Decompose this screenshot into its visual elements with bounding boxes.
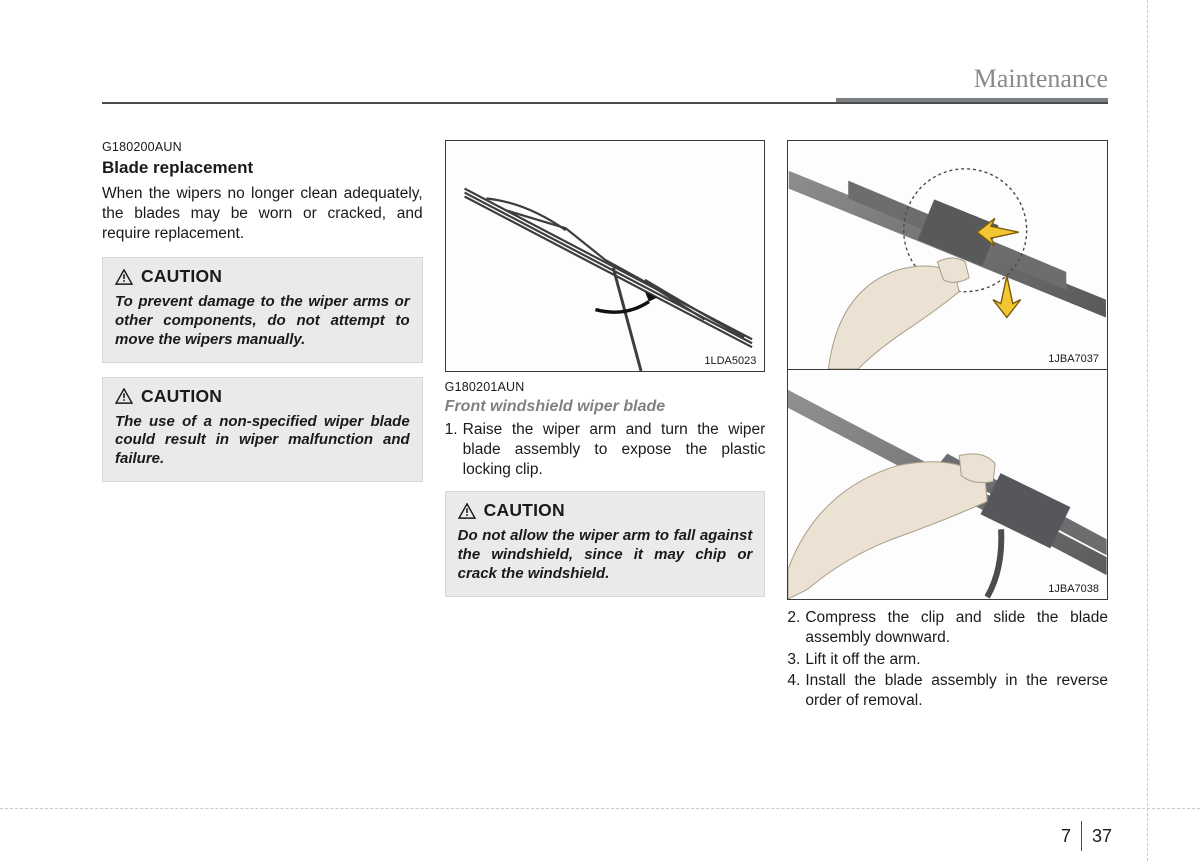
topic-code: G180201AUN xyxy=(445,380,766,394)
caution-box: CAUTION The use of a non-specified wiper… xyxy=(102,377,423,482)
topic-code: G180200AUN xyxy=(102,140,423,154)
warning-icon xyxy=(458,503,476,519)
warning-icon xyxy=(115,269,133,285)
step-text: Raise the wiper arm and turn the wiper b… xyxy=(463,420,766,479)
caution-label: CAUTION xyxy=(141,386,222,407)
step-list: 2. Compress the clip and slide the blade… xyxy=(787,608,1108,711)
figure-clip-compress: 1JBA7037 xyxy=(787,140,1108,370)
caution-heading: CAUTION xyxy=(115,386,410,407)
figure-blade-remove: 1JBA7038 xyxy=(787,370,1108,600)
list-item: 2. Compress the clip and slide the blade… xyxy=(787,608,1108,648)
chapter-number: 7 xyxy=(1061,826,1071,847)
subsection-title: Front windshield wiper blade xyxy=(445,398,766,416)
page-number: 7 37 xyxy=(1061,821,1112,851)
caution-text: To prevent damage to the wiper arms or o… xyxy=(115,293,410,349)
step-list: 1. Raise the wiper arm and turn the wipe… xyxy=(445,420,766,479)
intro-text: When the wipers no longer clean ade­quat… xyxy=(102,184,423,243)
list-item: 1. Raise the wiper arm and turn the wipe… xyxy=(445,420,766,479)
caution-label: CAUTION xyxy=(141,266,222,287)
step-text: Install the blade assembly in the revers… xyxy=(805,671,1108,711)
crop-guide-horizontal xyxy=(0,808,1200,809)
section-title: Maintenance xyxy=(974,64,1108,94)
topic-title: Blade replacement xyxy=(102,158,423,178)
header-rule xyxy=(102,102,1108,104)
column-middle: 1LDA5023 G180201AUN Front windshield wip… xyxy=(445,140,766,713)
figure-code: 1LDA5023 xyxy=(702,355,758,367)
caution-heading: CAUTION xyxy=(458,500,753,521)
step-number: 2. xyxy=(787,608,805,648)
caution-heading: CAUTION xyxy=(115,266,410,287)
caution-box: CAUTION To prevent damage to the wiper a… xyxy=(102,257,423,362)
column-left: G180200AUN Blade replacement When the wi… xyxy=(102,140,423,713)
step-number: 3. xyxy=(787,650,805,670)
step-number: 1. xyxy=(445,420,463,479)
figure-stack: 1JBA7037 xyxy=(787,140,1108,600)
figure-code: 1JBA7038 xyxy=(1046,583,1101,595)
figure-code: 1JBA7037 xyxy=(1046,353,1101,365)
list-item: 3. Lift it off the arm. xyxy=(787,650,1108,670)
page-index: 37 xyxy=(1092,826,1112,847)
page-separator xyxy=(1081,821,1082,851)
page-header: Maintenance xyxy=(102,64,1108,112)
crop-guide-vertical xyxy=(1147,0,1148,861)
caution-label: CAUTION xyxy=(484,500,565,521)
caution-text: Do not allow the wiper arm to fall again… xyxy=(458,527,753,583)
figure-wiper-raise: 1LDA5023 xyxy=(445,140,766,372)
warning-icon xyxy=(115,388,133,404)
step-text: Compress the clip and slide the blade as… xyxy=(805,608,1108,648)
step-text: Lift it off the arm. xyxy=(805,650,1108,670)
step-number: 4. xyxy=(787,671,805,711)
column-right: 1JBA7037 xyxy=(787,140,1108,713)
caution-text: The use of a non-specified wiper blade c… xyxy=(115,413,410,469)
caution-box: CAUTION Do not allow the wiper arm to fa… xyxy=(445,491,766,596)
list-item: 4. Install the blade assembly in the rev… xyxy=(787,671,1108,711)
